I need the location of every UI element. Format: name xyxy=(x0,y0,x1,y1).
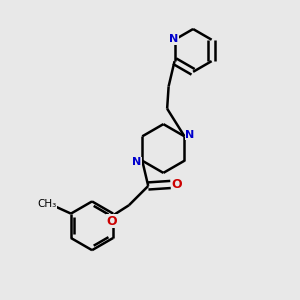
Text: CH₃: CH₃ xyxy=(38,199,57,209)
Text: N: N xyxy=(132,157,142,167)
Text: N: N xyxy=(169,34,178,44)
Text: N: N xyxy=(185,130,194,140)
Text: O: O xyxy=(172,178,182,191)
Text: O: O xyxy=(106,214,117,227)
